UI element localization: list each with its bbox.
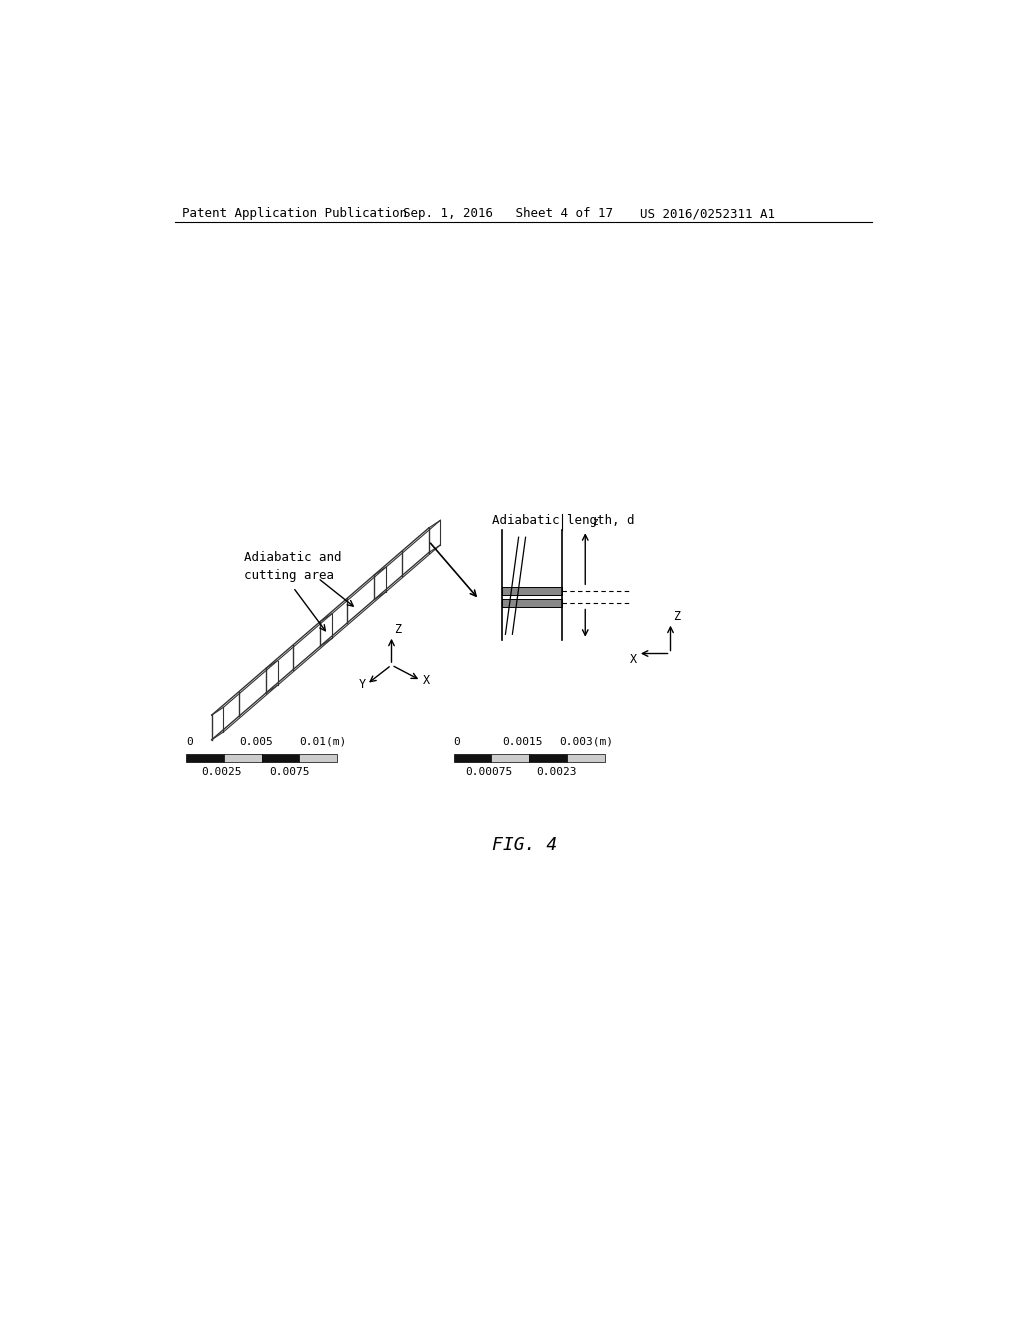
Text: Adiabatic length, d: Adiabatic length, d [493, 515, 635, 527]
Bar [502, 587, 562, 595]
Text: 0: 0 [186, 737, 193, 747]
Text: Adiabatic and
cutting area: Adiabatic and cutting area [245, 552, 342, 582]
Bar [529, 754, 567, 762]
Text: 0.0075: 0.0075 [269, 767, 309, 776]
Text: 0.0015: 0.0015 [502, 737, 543, 747]
Bar [299, 754, 337, 762]
Text: 0.01(m): 0.01(m) [299, 737, 347, 747]
Bar [224, 754, 262, 762]
Text: 0.003(m): 0.003(m) [559, 737, 613, 747]
Text: 0.005: 0.005 [239, 737, 272, 747]
Bar [567, 754, 604, 762]
Text: Z: Z [394, 623, 401, 636]
Text: 0.0023: 0.0023 [537, 767, 578, 776]
Bar [186, 754, 224, 762]
Text: Z: Z [673, 610, 680, 623]
Text: US 2016/0252311 A1: US 2016/0252311 A1 [640, 207, 774, 220]
Text: 0.00075: 0.00075 [466, 767, 513, 776]
Bar [262, 754, 299, 762]
Text: Y: Y [359, 678, 366, 692]
Bar [492, 754, 529, 762]
Text: FIG. 4: FIG. 4 [493, 836, 557, 854]
Text: 0.0025: 0.0025 [202, 767, 242, 776]
Text: 0: 0 [454, 737, 460, 747]
Text: X: X [423, 675, 430, 688]
Bar [454, 754, 492, 762]
Text: Patent Application Publication: Patent Application Publication [182, 207, 408, 220]
Bar [502, 599, 562, 607]
Text: z: z [593, 517, 599, 527]
Text: Sep. 1, 2016   Sheet 4 of 17: Sep. 1, 2016 Sheet 4 of 17 [403, 207, 613, 220]
Text: X: X [630, 653, 637, 665]
